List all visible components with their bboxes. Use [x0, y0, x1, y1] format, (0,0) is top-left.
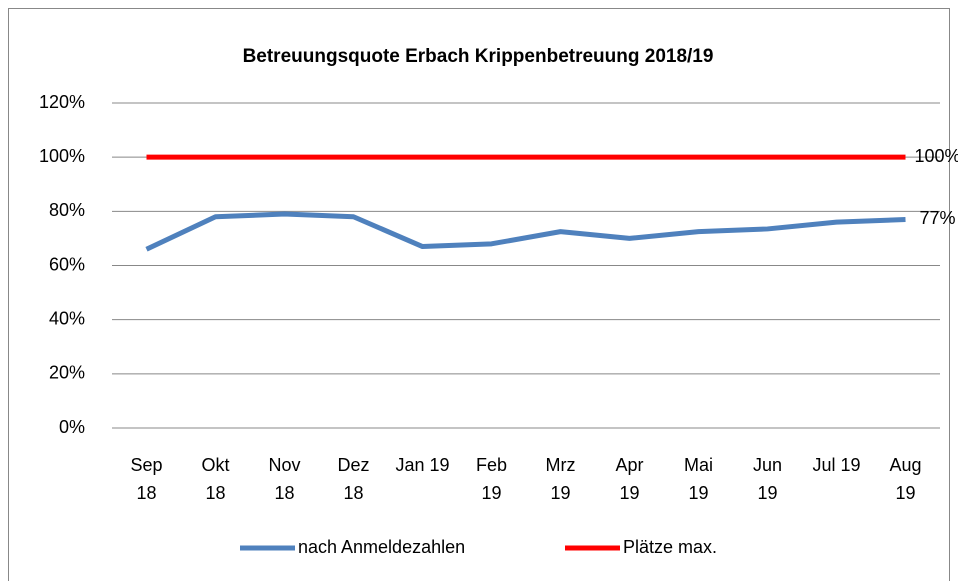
chart-title: Betreuungsquote Erbach Krippenbetreuung … — [243, 46, 714, 67]
x-tick-label: Jun 19 — [752, 455, 783, 503]
data-label: 77% — [919, 208, 955, 228]
series-line — [145, 211, 906, 252]
y-tick-label: 80% — [49, 200, 85, 220]
x-tick-label: Nov 18 — [268, 455, 301, 503]
data-label: 100% — [914, 146, 958, 166]
x-tick-label: Okt 18 — [201, 455, 230, 503]
y-tick-label: 100% — [39, 146, 85, 166]
y-tick-label: 60% — [49, 254, 85, 274]
x-tick-label: Mrz 19 — [545, 455, 576, 503]
y-tick-label: 0% — [59, 417, 85, 437]
x-tick-label: Aug 19 — [889, 455, 922, 503]
legend-label: Plätze max. — [623, 537, 717, 557]
x-tick-label: Sep 18 — [130, 455, 163, 503]
x-tick-label: Dez 18 — [337, 455, 370, 503]
legend-label: nach Anmeldezahlen — [298, 537, 465, 557]
x-tick-label: Apr 19 — [615, 455, 644, 503]
y-tick-label: 40% — [49, 308, 85, 328]
x-tick-label: Mai 19 — [683, 455, 713, 503]
x-tick-label: Jan 19 — [395, 455, 450, 475]
y-tick-label: 20% — [49, 363, 85, 383]
chart-border — [8, 8, 950, 581]
x-tick-label: Feb 19 — [475, 455, 508, 503]
y-tick-label: 120% — [39, 92, 85, 112]
x-tick-label: Jul 19 — [812, 455, 861, 475]
